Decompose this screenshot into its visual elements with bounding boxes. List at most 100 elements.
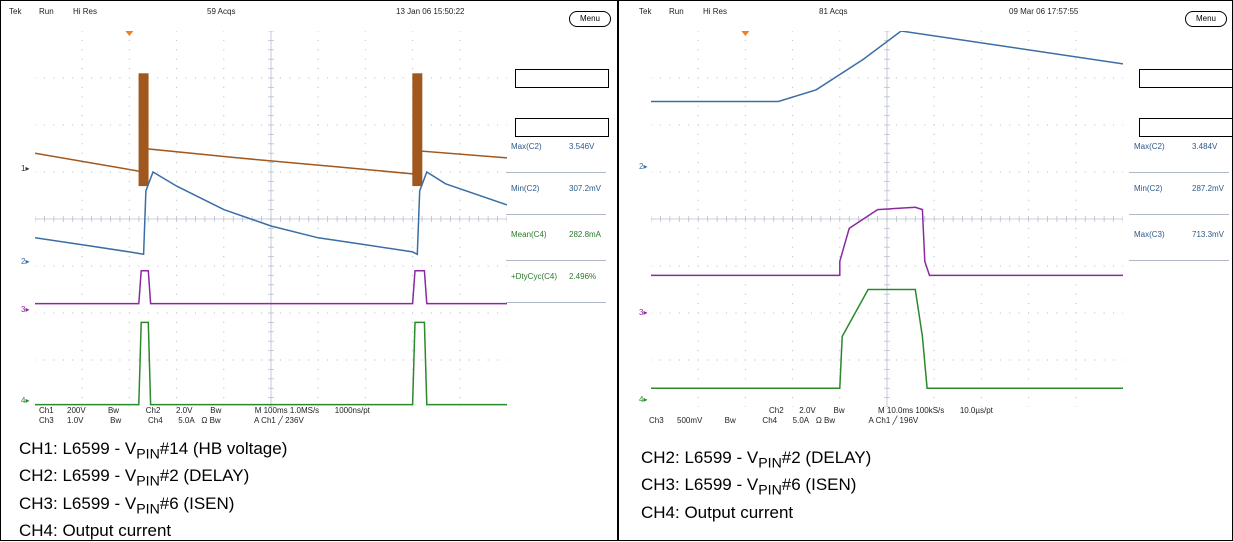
channel-ground-marker[interactable]: 3▸ <box>639 308 647 317</box>
grid-dot <box>735 171 736 172</box>
grid-dot <box>1037 312 1038 313</box>
grid-dot <box>698 59 699 60</box>
grid-dot <box>1009 312 1010 313</box>
grid-dot <box>849 359 850 360</box>
grid-dot <box>346 265 347 266</box>
grid-dot <box>318 153 319 154</box>
grid-dot <box>934 31 935 32</box>
grid-dot <box>745 312 746 313</box>
grid-dot <box>119 265 120 266</box>
grid-dot <box>497 359 498 360</box>
measurement-slot-box[interactable] <box>515 69 609 88</box>
grid-dot <box>1028 397 1029 398</box>
grid-dot <box>792 143 793 144</box>
grid-dot <box>1075 265 1076 266</box>
grid-dot <box>384 77 385 78</box>
grid-dot <box>688 312 689 313</box>
grid-dot <box>990 312 991 313</box>
grid-dot <box>185 77 186 78</box>
grid-dot <box>726 171 727 172</box>
channel-ground-marker[interactable]: 2▸ <box>639 162 647 171</box>
grid-dot <box>318 275 319 276</box>
grid-dot <box>679 124 680 125</box>
grid-dot <box>327 171 328 172</box>
grid-dot <box>1028 312 1029 313</box>
channel-ground-marker[interactable]: 2▸ <box>21 257 29 266</box>
grid-dot <box>971 77 972 78</box>
grid-dot <box>820 171 821 172</box>
grid-dot <box>839 303 840 304</box>
grid-dot <box>1028 406 1029 407</box>
grid-dot <box>811 171 812 172</box>
grid-dot <box>1056 312 1057 313</box>
grid-dot <box>745 228 746 229</box>
grid-dot <box>176 31 177 32</box>
grid-dot <box>811 312 812 313</box>
grid-dot <box>421 359 422 360</box>
grid-dot <box>990 359 991 360</box>
grid-dot <box>336 359 337 360</box>
grid-dot <box>698 124 699 125</box>
channel-ground-marker[interactable]: 4▸ <box>639 395 647 404</box>
grid-dot <box>365 275 366 276</box>
measurement-slot-box[interactable] <box>515 118 609 137</box>
grid-dot <box>176 181 177 182</box>
grid-dot <box>119 359 120 360</box>
grid-dot <box>792 322 793 323</box>
grid-dot <box>82 331 83 332</box>
grid-dot <box>44 124 45 125</box>
grid-dot <box>233 77 234 78</box>
grid-dot <box>459 134 460 135</box>
grid-dot <box>792 397 793 398</box>
grid-dot <box>119 312 120 313</box>
grid-dot <box>716 265 717 266</box>
grid-dot <box>469 359 470 360</box>
grid-dot <box>82 49 83 50</box>
grid-dot <box>365 294 366 295</box>
grid-dot <box>698 77 699 78</box>
channel-ground-marker[interactable]: 3▸ <box>21 305 29 314</box>
grid-dot <box>905 171 906 172</box>
grid-dot <box>981 350 982 351</box>
grid-dot <box>82 228 83 229</box>
channel-ground-marker[interactable]: 1▸ <box>21 164 29 173</box>
grid-dot <box>299 171 300 172</box>
grid-dot <box>365 397 366 398</box>
grid-dot <box>129 312 130 313</box>
measurement-slot-box[interactable] <box>1139 69 1233 88</box>
grid-dot <box>336 77 337 78</box>
grid-dot <box>157 359 158 360</box>
grid-dot <box>223 87 224 88</box>
grid-dot <box>204 171 205 172</box>
grid-dot <box>100 359 101 360</box>
grid-dot <box>915 124 916 125</box>
grid-dot <box>82 275 83 276</box>
grid-dot <box>53 359 54 360</box>
menu-button[interactable]: Menu <box>1185 11 1227 27</box>
grid-dot <box>943 124 944 125</box>
grid-dot <box>308 312 309 313</box>
grid-dot <box>393 265 394 266</box>
grid-dot <box>1047 265 1048 266</box>
grid-dot <box>651 312 652 313</box>
grid-dot <box>63 265 64 266</box>
left-status-row-1: Ch1 200V Bw Ch2 2.0V Bw M 100ms 1.0MS/s … <box>39 406 370 415</box>
grid-dot <box>745 397 746 398</box>
grid-dot <box>365 87 366 88</box>
channel-ground-marker[interactable]: 4▸ <box>21 396 29 405</box>
grid-dot <box>308 265 309 266</box>
grid-dot <box>242 359 243 360</box>
grid-dot <box>176 87 177 88</box>
grid-dot <box>707 359 708 360</box>
measurement-slot-box[interactable] <box>1139 118 1233 137</box>
grid-dot <box>1028 237 1029 238</box>
grid-dot <box>1122 171 1123 172</box>
grid-dot <box>792 256 793 257</box>
grid-dot <box>497 124 498 125</box>
grid-dot <box>735 124 736 125</box>
menu-button[interactable]: Menu <box>569 11 611 27</box>
grid-dot <box>1075 397 1076 398</box>
grid-dot <box>801 124 802 125</box>
grid-dot <box>943 77 944 78</box>
grid-dot <box>669 265 670 266</box>
